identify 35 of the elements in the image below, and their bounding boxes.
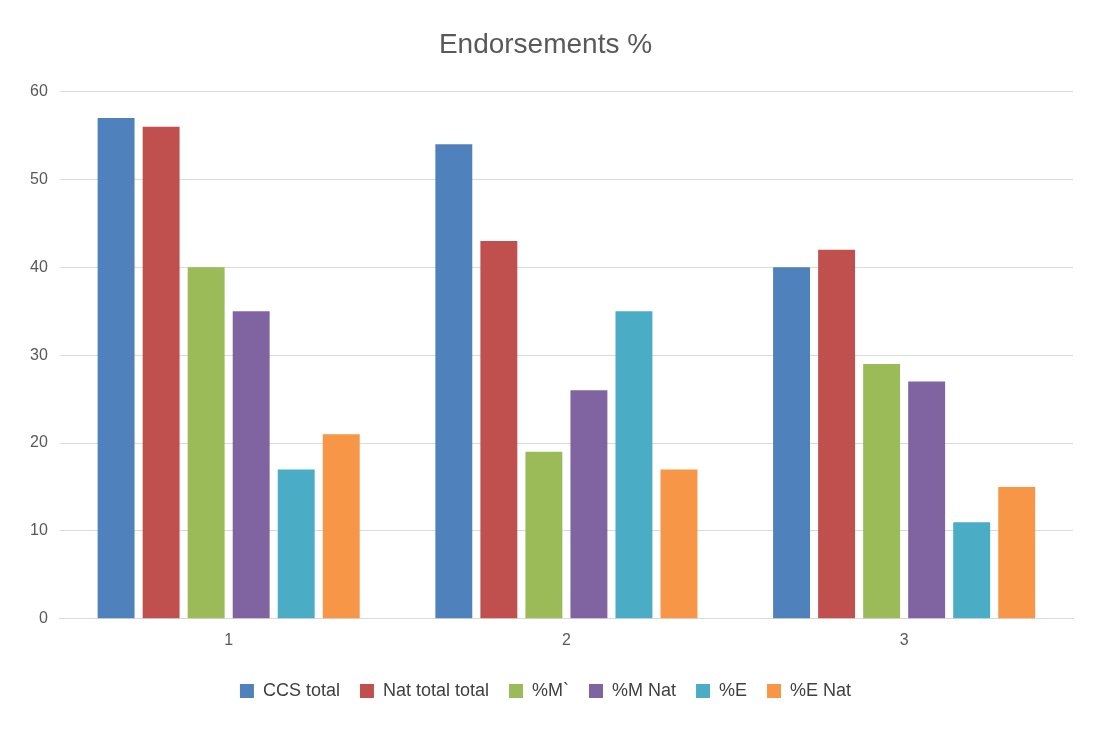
y-tick-label: 20 <box>30 433 48 451</box>
bar <box>863 363 901 619</box>
bar <box>435 144 473 619</box>
x-tick-label: 2 <box>561 630 571 648</box>
legend-label: %M Nat <box>612 679 677 700</box>
bar <box>277 469 315 619</box>
bar <box>187 267 225 619</box>
y-tick-label: 40 <box>30 257 48 275</box>
chart-title: Endorsements % <box>438 27 653 59</box>
bar <box>818 249 856 619</box>
bar <box>998 487 1036 619</box>
x-tick-label: 3 <box>899 630 909 648</box>
legend-label: Nat total total <box>382 679 490 700</box>
bar <box>953 522 991 619</box>
legend-label: %M` <box>532 679 570 700</box>
bar <box>525 451 563 619</box>
bar <box>480 240 518 619</box>
y-tick-label: 60 <box>30 82 48 100</box>
legend-label: %E <box>719 679 748 700</box>
bar <box>322 434 360 619</box>
legend-label: %E Nat <box>790 679 852 700</box>
bar <box>142 126 180 619</box>
y-tick-label: 50 <box>30 169 48 187</box>
bar <box>660 469 698 619</box>
y-tick-label: 0 <box>38 609 48 627</box>
bar <box>97 117 135 619</box>
y-tick-label: 10 <box>30 521 48 539</box>
bar <box>232 311 270 619</box>
legend-label: CCS total <box>262 679 340 700</box>
bar <box>570 390 608 619</box>
bar <box>908 381 946 619</box>
y-tick-label: 30 <box>30 345 48 363</box>
x-tick-label: 1 <box>224 630 234 648</box>
bar <box>615 311 653 619</box>
bar <box>773 267 811 619</box>
